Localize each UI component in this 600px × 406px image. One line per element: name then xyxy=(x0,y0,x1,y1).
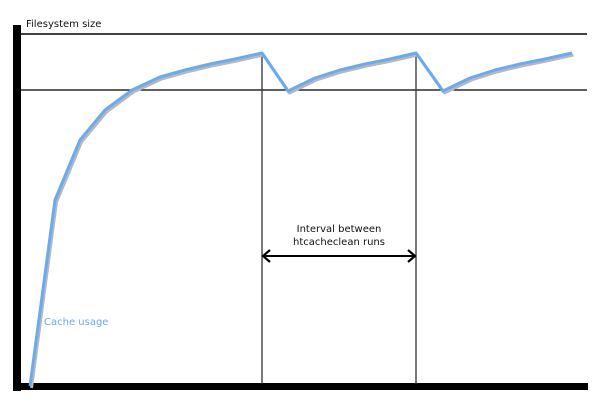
interval-label-line2: htcacheclean runs xyxy=(293,237,385,248)
x-axis xyxy=(13,383,588,390)
cache-usage-line xyxy=(28,51,573,387)
cache-usage-shadow xyxy=(30,53,574,389)
y-axis xyxy=(13,25,21,391)
y-axis-label: Filesystem size xyxy=(26,19,101,30)
interval-arrow xyxy=(261,249,417,263)
cache-usage-label: Cache usage xyxy=(44,317,108,328)
interval-label-line1: Interval between xyxy=(297,224,382,235)
